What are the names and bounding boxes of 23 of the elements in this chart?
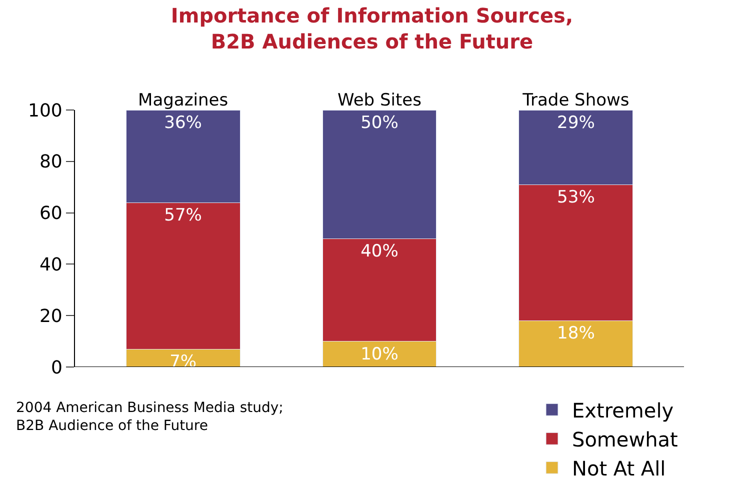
y-tick-label: 80 bbox=[39, 152, 62, 173]
y-tick-label: 100 bbox=[28, 100, 62, 122]
text: 2004 American Business Media study; B2B Audience of the Future bbox=[16, 400, 284, 434]
x-tick-label: Trade Shows bbox=[522, 90, 630, 111]
data-label: 40% bbox=[360, 242, 398, 262]
data-label: 18% bbox=[557, 324, 595, 344]
x-tick-label: Magazines bbox=[138, 90, 228, 111]
data-label: 10% bbox=[360, 344, 398, 364]
y-tick-label: 60 bbox=[39, 203, 62, 224]
data-label: 53% bbox=[557, 188, 595, 208]
data-label: 50% bbox=[360, 113, 398, 133]
legend-label: Extremely bbox=[572, 398, 674, 422]
data-label: 57% bbox=[164, 206, 202, 226]
data-label: 36% bbox=[164, 113, 202, 133]
data-label: 29% bbox=[557, 113, 595, 133]
data-label: 7% bbox=[170, 352, 197, 372]
x-tick-label: Web Sites bbox=[338, 90, 422, 111]
y-tick-label: 40 bbox=[39, 254, 62, 276]
y-tick-label: 20 bbox=[39, 306, 62, 327]
y-tick-label: 0 bbox=[50, 357, 62, 378]
legend-label: Somewhat bbox=[572, 427, 678, 452]
legend-label: Not At All bbox=[572, 456, 666, 480]
chart-title: Importance of Information Sources, B2B Audiences of the Future bbox=[170, 3, 574, 54]
